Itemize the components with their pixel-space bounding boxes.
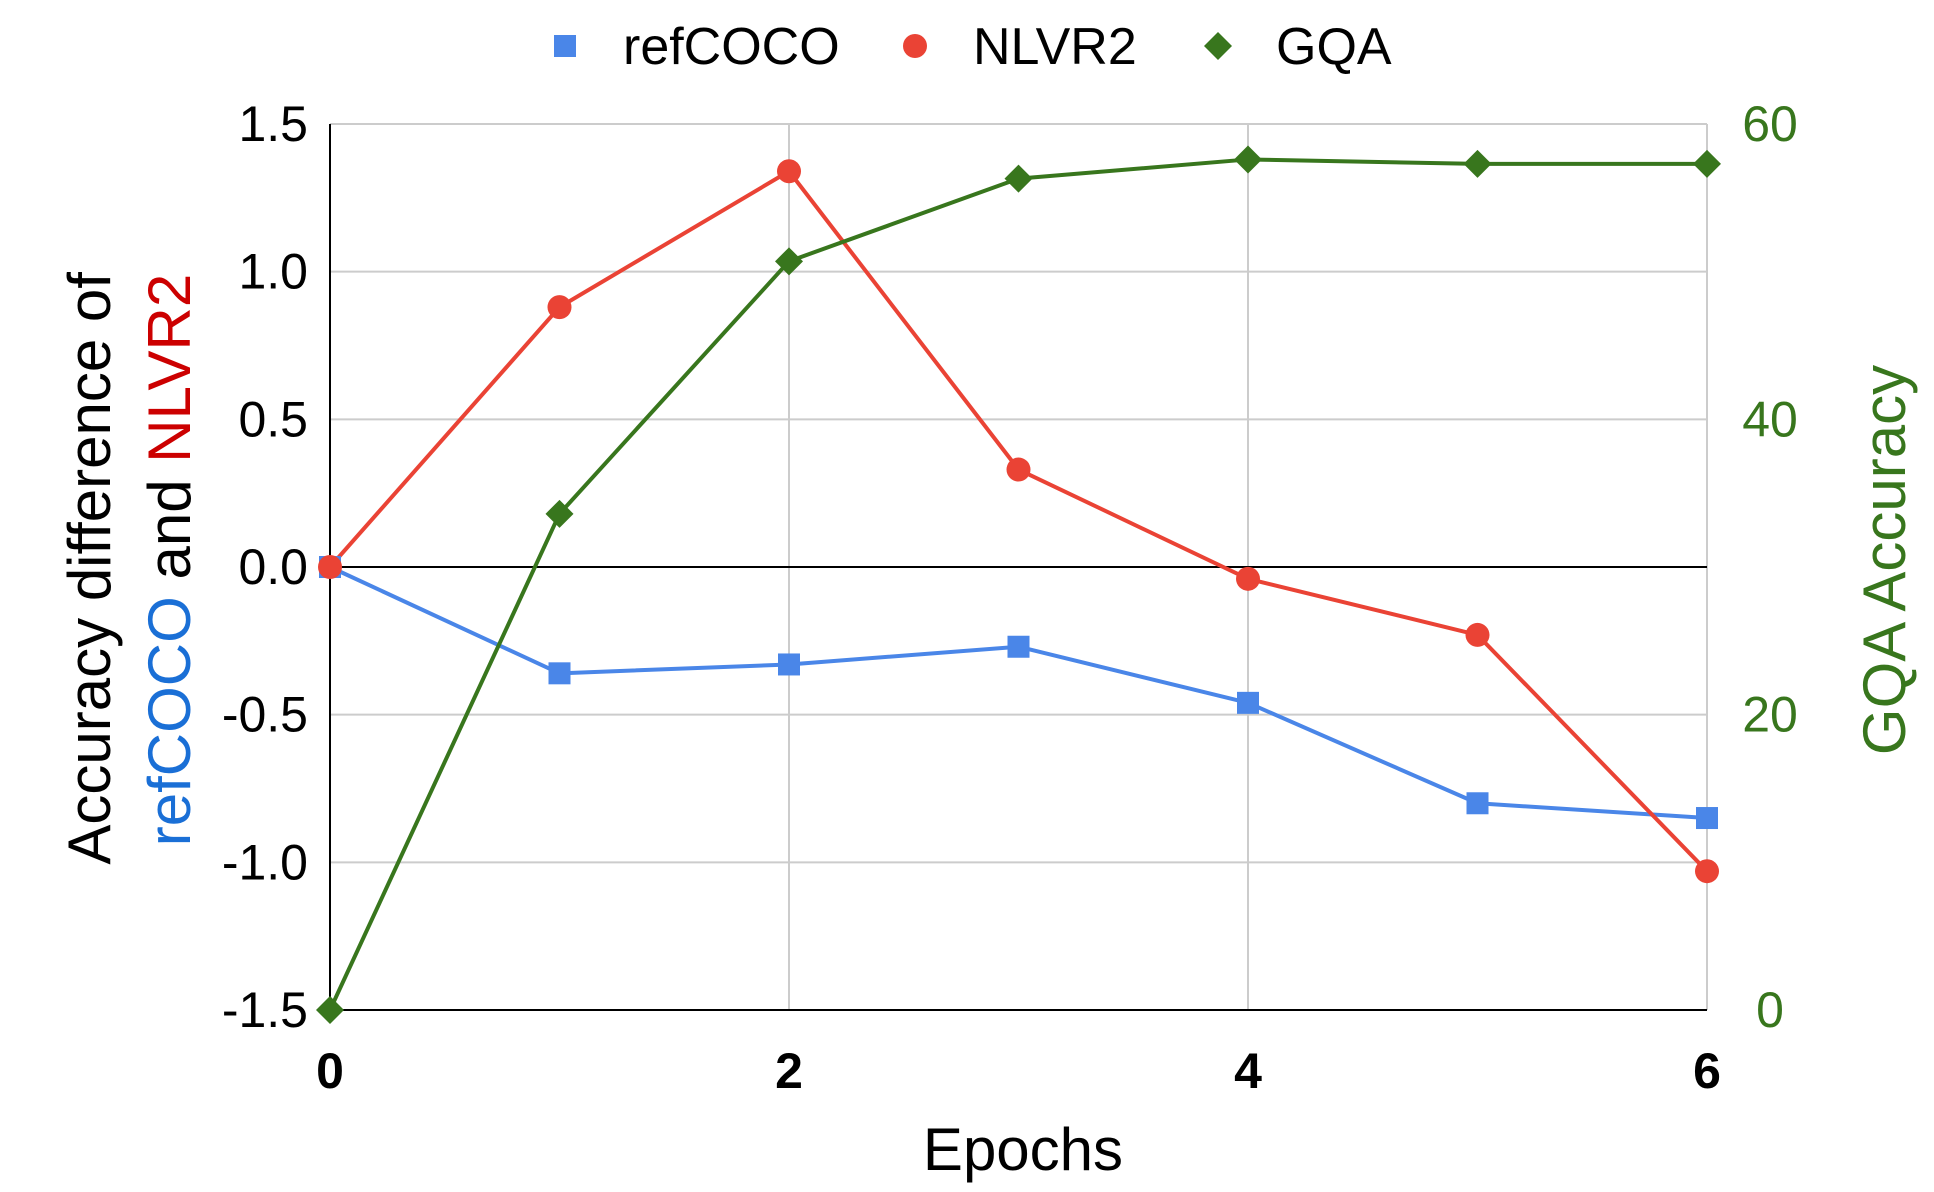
legend-refcoco-marker <box>554 35 576 57</box>
y-tick-label: 1.5 <box>238 96 308 152</box>
gqa-point <box>1004 164 1033 193</box>
legend-gqa-label: GQA <box>1276 18 1392 76</box>
y-tick-label: 0.0 <box>238 539 308 595</box>
x-tick-label: 6 <box>1693 1043 1721 1099</box>
gqa-point <box>316 996 344 1024</box>
refcoco-point <box>1696 807 1718 830</box>
nlvr2-point <box>777 159 801 184</box>
y-axis-title-refcoco: refCOCO <box>136 596 203 846</box>
y-tick-label: 0.5 <box>238 391 308 447</box>
y-axis-title-nlvr2: NLVR2 <box>136 274 203 463</box>
y-tick-label: -0.5 <box>222 687 308 743</box>
refcoco-line <box>329 565 1708 821</box>
y2-axis-title: GQA Accuracy <box>1851 365 1918 755</box>
legend-nlvr2-label: NLVR2 <box>973 18 1137 76</box>
legend-nlvr2-marker <box>903 34 927 58</box>
refcoco-point <box>1237 691 1259 714</box>
y-axis-title-prefix: Accuracy difference of <box>56 272 123 865</box>
gqa-point <box>1693 149 1721 178</box>
refcoco-point <box>548 662 571 685</box>
y-axis-title-connector: and <box>136 463 203 596</box>
nlvr2-point <box>1465 622 1490 647</box>
y2-tick-label: 0 <box>1756 982 1784 1038</box>
x-axis-title: Epochs <box>923 1116 1123 1183</box>
legend-gqa-marker <box>1204 32 1232 60</box>
y2-tick-label: 20 <box>1742 687 1798 743</box>
gqa-point <box>775 247 803 276</box>
refcoco-point <box>778 653 800 676</box>
x-tick-label: 0 <box>316 1043 344 1099</box>
y-axis-title: Accuracy difference of refCOCO and NLVR2 <box>56 255 203 864</box>
nlvr2-point <box>318 555 342 579</box>
gqa-point <box>1234 145 1262 174</box>
y-tick-label: -1.0 <box>222 834 308 890</box>
legend-refcoco-label: refCOCO <box>623 18 840 76</box>
x-tick-label: 2 <box>775 1043 803 1099</box>
series-lines <box>328 157 1709 1011</box>
legend: refCOCO NLVR2 GQA <box>554 18 1392 76</box>
x-tick-label: 4 <box>1234 1043 1262 1099</box>
y2-tick-label: 60 <box>1742 96 1798 152</box>
gqa-point <box>1463 149 1492 178</box>
refcoco-point <box>1007 635 1030 658</box>
y-tick-label: 1.0 <box>238 244 308 300</box>
gqa-line <box>328 157 1707 1011</box>
nlvr2-point <box>1006 457 1031 482</box>
nlvr2-line <box>328 169 1709 873</box>
y-tick-label: -1.5 <box>222 982 308 1038</box>
series-markers <box>316 145 1721 1024</box>
refcoco-point <box>1466 792 1489 815</box>
nlvr2-point <box>1236 566 1260 591</box>
gqa-point <box>545 499 574 528</box>
y2-tick-label: 40 <box>1742 391 1798 447</box>
nlvr2-point <box>547 295 572 320</box>
nlvr2-point <box>1695 859 1719 884</box>
